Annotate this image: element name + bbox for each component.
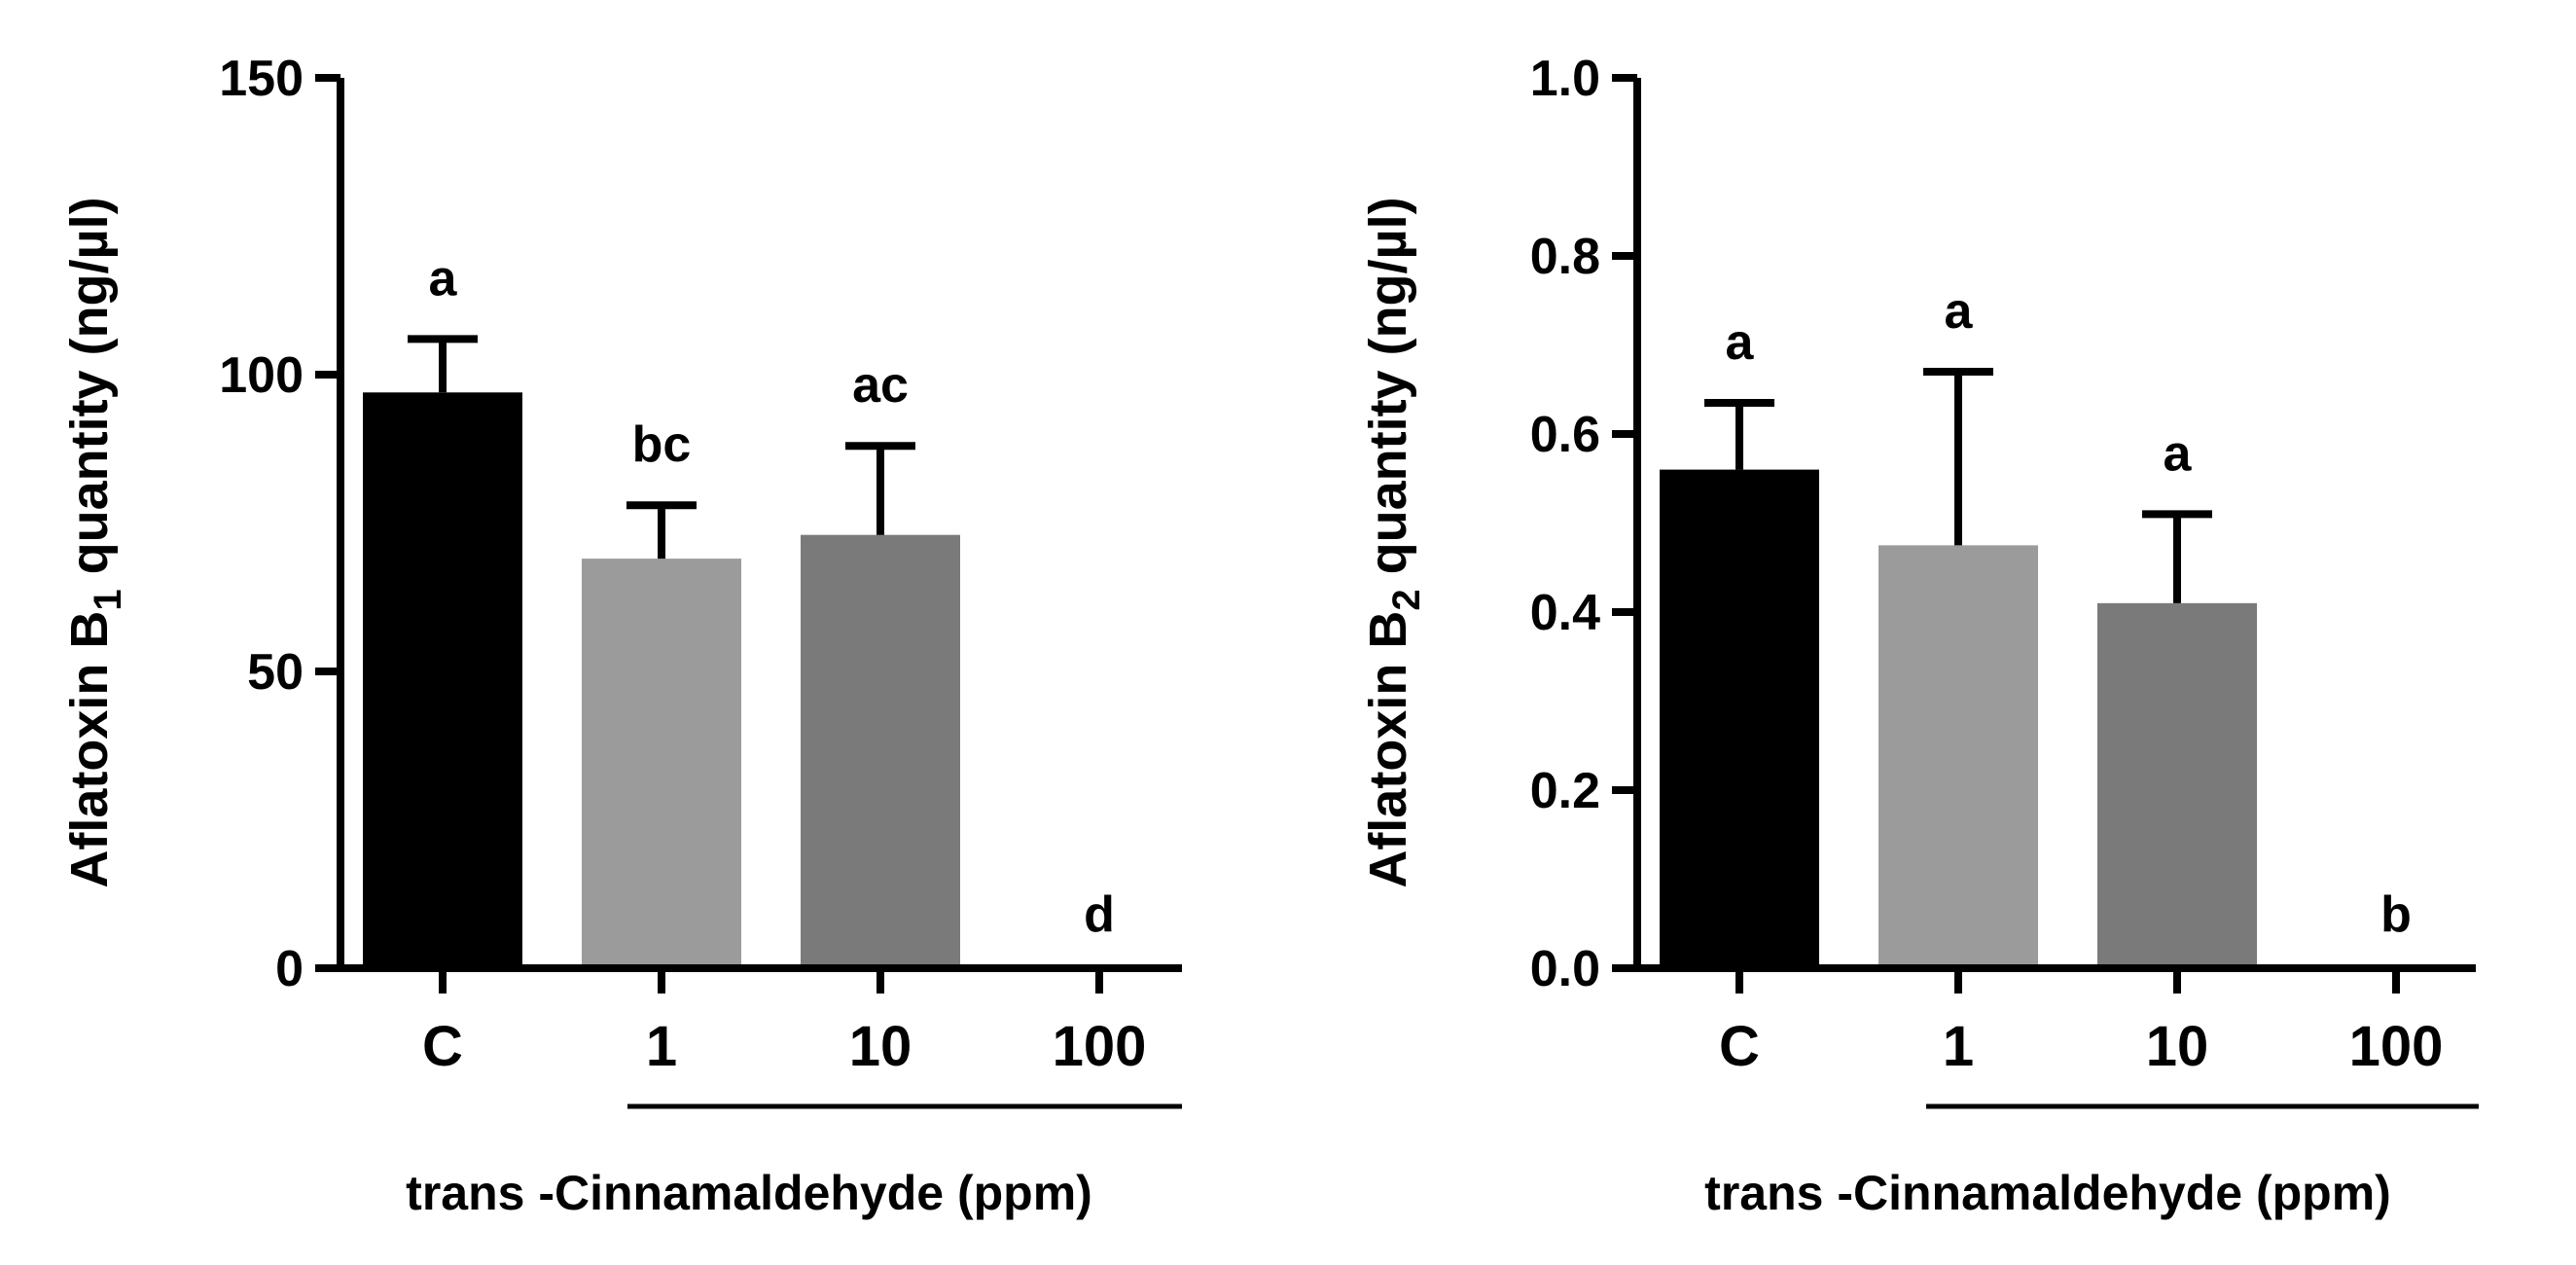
y-tick-label: 1.0 — [1530, 51, 1600, 107]
y-tick-label: 0.0 — [1530, 941, 1600, 997]
y-tick-label: 0.2 — [1530, 763, 1600, 819]
significance-letter: a — [429, 250, 458, 307]
x-axis-label: trans -Cinnamaldehyde (ppm) — [1704, 1166, 2391, 1220]
y-tick-label: 0 — [275, 941, 304, 997]
x-tick-label: C — [1719, 1015, 1760, 1078]
error-bar-1 — [1923, 367, 1993, 546]
significance-letter: a — [2164, 425, 2193, 482]
bar-C — [363, 392, 522, 968]
y-tick-label: 50 — [247, 644, 304, 701]
bar-1 — [1878, 545, 2038, 968]
error-bar-1 — [626, 501, 697, 560]
y-axis-title: Aflatoxin B1 quantity (ng/µl) — [60, 197, 129, 887]
significance-letter: bc — [632, 416, 692, 473]
bar-10 — [2097, 602, 2257, 968]
x-tick-label: 100 — [2349, 1015, 2444, 1078]
significance-letter: b — [2380, 886, 2412, 943]
y-tick-label: 0.6 — [1530, 407, 1600, 463]
x-tick-label: 10 — [2146, 1015, 2209, 1078]
significance-letter: d — [1084, 886, 1115, 943]
x-tick-label: 1 — [646, 1015, 677, 1078]
y-tick-label: 100 — [219, 347, 304, 404]
bar-1 — [582, 559, 741, 968]
error-bar-C — [408, 335, 478, 393]
x-axis-label: trans -Cinnamaldehyde (ppm) — [406, 1166, 1092, 1220]
significance-letter: ac — [852, 357, 909, 414]
chart-aflatoxin-b2: a a a b 0.0 0.2 0.4 0.6 0.8 1.0 C 1 10 100 trans -Cinn… — [1359, 51, 2479, 1220]
chart-aflatoxin-b1: a bc ac d 0 50 100 150 C 1 10 100 trans -Cinnamaldeh… — [60, 51, 1182, 1220]
significance-letter: a — [1945, 283, 1974, 340]
x-tick-label: C — [422, 1015, 463, 1078]
bar-C — [1660, 469, 1819, 969]
x-tick-label: 1 — [1943, 1015, 1974, 1078]
bar-10 — [801, 534, 960, 968]
x-tick-label: 10 — [849, 1015, 912, 1078]
x-tick-label: 100 — [1053, 1015, 1147, 1078]
error-bar-10 — [2142, 510, 2212, 603]
y-axis-title: Aflatoxin B2 quantity (ng/µl) — [1359, 197, 1428, 887]
error-bar-10 — [845, 442, 915, 535]
y-tick-label: 150 — [219, 51, 304, 107]
y-tick-label: 0.4 — [1530, 585, 1600, 641]
significance-letter: a — [1726, 314, 1755, 371]
y-tick-label: 0.8 — [1530, 229, 1600, 285]
error-bar-C — [1704, 398, 1774, 470]
